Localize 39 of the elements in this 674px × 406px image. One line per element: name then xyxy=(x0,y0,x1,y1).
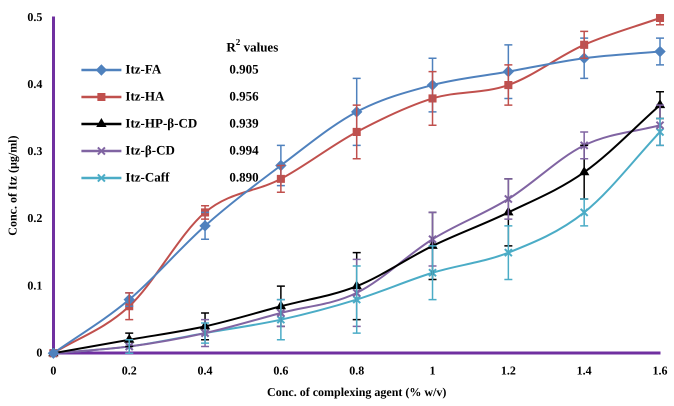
legend-label: Itz-HP-β-CD xyxy=(125,115,198,130)
x-tick-label: 0.2 xyxy=(122,363,137,378)
annotation: 0.890 xyxy=(229,169,259,184)
annotation: 0.939 xyxy=(229,115,260,130)
x-axis-title: Conc. of complexing agent (% w/v) xyxy=(267,384,446,399)
legend-label: Itz-HA xyxy=(125,88,165,104)
point xyxy=(276,315,286,324)
point xyxy=(428,234,438,244)
x-tick-label: 1.4 xyxy=(576,363,592,378)
point xyxy=(504,248,513,258)
y-tick-label: 0 xyxy=(36,345,42,360)
x-tick-label: 0.4 xyxy=(198,363,213,378)
legend-label: Itz-Caff xyxy=(125,169,170,184)
x-tick-label: 0 xyxy=(50,363,56,378)
point xyxy=(655,127,665,137)
point xyxy=(580,208,589,217)
y-tick-label: 0.2 xyxy=(27,211,42,226)
point xyxy=(655,120,665,130)
y-tick-label: 0.5 xyxy=(27,10,42,24)
point xyxy=(352,295,362,304)
point xyxy=(276,308,286,318)
x-tick-label: 0.6 xyxy=(273,363,288,378)
point xyxy=(580,140,589,150)
y-axis-title: Conc. of Itz (µg/ml) xyxy=(5,135,20,236)
legend-label: Itz-FA xyxy=(125,61,162,76)
x-tick-label: 1.2 xyxy=(500,363,516,378)
x-tick-label: 0.8 xyxy=(349,363,364,378)
x-tick-label: 1.6 xyxy=(652,363,668,378)
point xyxy=(352,288,362,298)
y-tick-label: 0.3 xyxy=(27,144,42,158)
y-tick-label: 0.1 xyxy=(27,278,42,292)
annotation: 0.905 xyxy=(229,61,260,76)
y-tick-label: 0.4 xyxy=(27,77,42,92)
x-tick-label: 1 xyxy=(430,363,436,378)
annotation: 0.956 xyxy=(229,88,260,104)
point xyxy=(504,194,513,204)
legend-label: Itz-β-CD xyxy=(125,142,175,158)
annotation: 0.994 xyxy=(229,142,260,158)
point xyxy=(428,268,438,278)
